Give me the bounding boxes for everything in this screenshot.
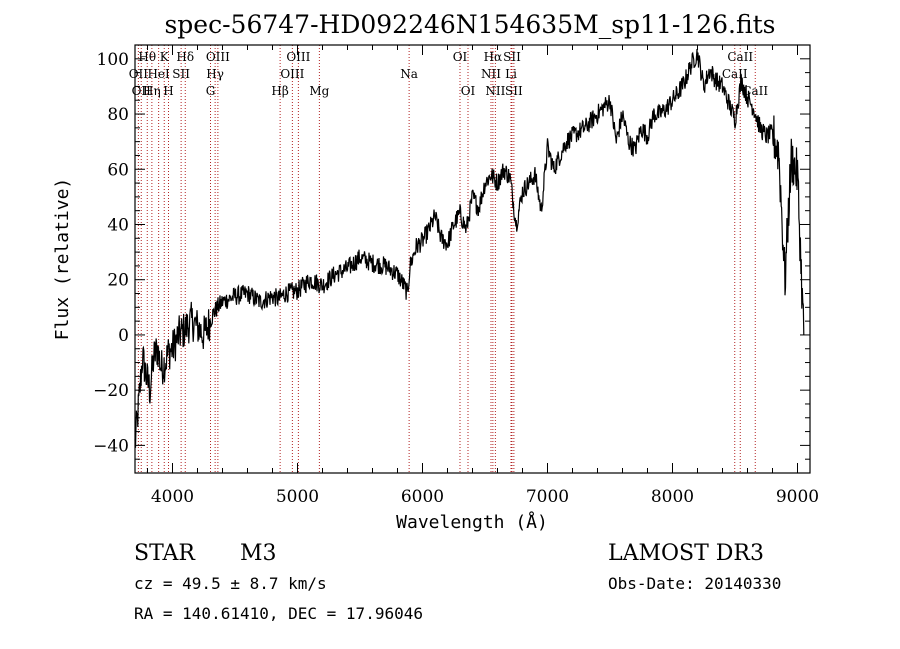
line-marker-label: Hδ bbox=[176, 50, 194, 64]
x-tick-label: 9000 bbox=[776, 487, 819, 507]
line-marker-label: OIII bbox=[286, 50, 310, 64]
line-marker-label: H bbox=[163, 84, 173, 98]
line-marker-label: Na bbox=[400, 67, 418, 81]
line-marker-label: G bbox=[206, 84, 216, 98]
spectrum-line bbox=[134, 48, 805, 448]
observation-date: Obs-Date: 20140330 bbox=[608, 574, 781, 593]
line-marker-label: SII bbox=[505, 84, 523, 98]
x-tick-label: 8000 bbox=[651, 487, 694, 507]
x-axis-label: Wavelength (Å) bbox=[396, 511, 548, 533]
object-type: STAR bbox=[134, 541, 196, 566]
coordinates: RA = 140.61410, DEC = 17.96046 bbox=[134, 604, 423, 623]
x-tick-label: 5000 bbox=[276, 487, 319, 507]
y-tick-label: 20 bbox=[107, 271, 129, 291]
line-marker-label: NII bbox=[485, 84, 505, 98]
line-marker-label: CaII bbox=[727, 50, 753, 64]
y-tick-label: 0 bbox=[118, 326, 129, 346]
chart-title: spec-56747-HD092246N154635M_sp11-126.fit… bbox=[164, 10, 775, 39]
line-marker-label: SII bbox=[172, 67, 190, 81]
y-tick-label: −20 bbox=[93, 381, 129, 401]
line-markers bbox=[137, 45, 756, 473]
y-tick-label: −40 bbox=[93, 436, 129, 456]
y-tick-label: 80 bbox=[107, 105, 129, 125]
line-marker-label: OIII bbox=[280, 67, 304, 81]
plot-frame bbox=[134, 44, 811, 474]
line-marker-labels: OII OII Hθ Hη HeI K H SII Hδ G Hγ OIII Hβ OIII OIII Mg N… bbox=[129, 50, 769, 98]
line-marker-label: OI bbox=[461, 84, 476, 98]
y-tick-label: 100 bbox=[97, 50, 129, 70]
object-subclass: M3 bbox=[240, 541, 277, 566]
x-tick-label: 7000 bbox=[526, 487, 569, 507]
x-tick-label: 4000 bbox=[151, 487, 194, 507]
line-marker-label: OIII bbox=[206, 50, 230, 64]
y-axis-label: Flux (relative) bbox=[52, 178, 73, 341]
line-marker-label: Li bbox=[505, 67, 517, 81]
line-marker-label: Hβ bbox=[271, 84, 288, 98]
line-marker-label: Hγ bbox=[206, 67, 224, 81]
line-marker-label: Hθ bbox=[138, 50, 156, 64]
y-axis-ticks: −40 −20 0 20 40 60 80 100 bbox=[93, 44, 810, 474]
line-marker-label: OI bbox=[453, 50, 468, 64]
line-marker-label: SII bbox=[503, 50, 521, 64]
survey-name: LAMOST DR3 bbox=[608, 541, 764, 566]
line-marker-label: OII bbox=[129, 67, 149, 81]
line-marker-label: Mg bbox=[309, 84, 329, 98]
redshift-value: cz = 49.5 ± 8.7 km/s bbox=[134, 574, 327, 593]
y-tick-label: 40 bbox=[107, 215, 129, 235]
y-tick-label: 60 bbox=[107, 160, 129, 180]
line-marker-label: K bbox=[160, 50, 170, 64]
line-marker-label: OII bbox=[132, 84, 152, 98]
line-marker-label: NII bbox=[481, 67, 501, 81]
x-axis-ticks: 4000 5000 6000 7000 8000 9000 bbox=[147, 45, 819, 507]
x-tick-label: 6000 bbox=[401, 487, 444, 507]
line-marker-label: HeI bbox=[147, 67, 170, 81]
line-marker-label: CaII bbox=[722, 67, 748, 81]
line-marker-label: Hα bbox=[484, 50, 503, 64]
line-marker-label: Hη bbox=[143, 84, 161, 98]
